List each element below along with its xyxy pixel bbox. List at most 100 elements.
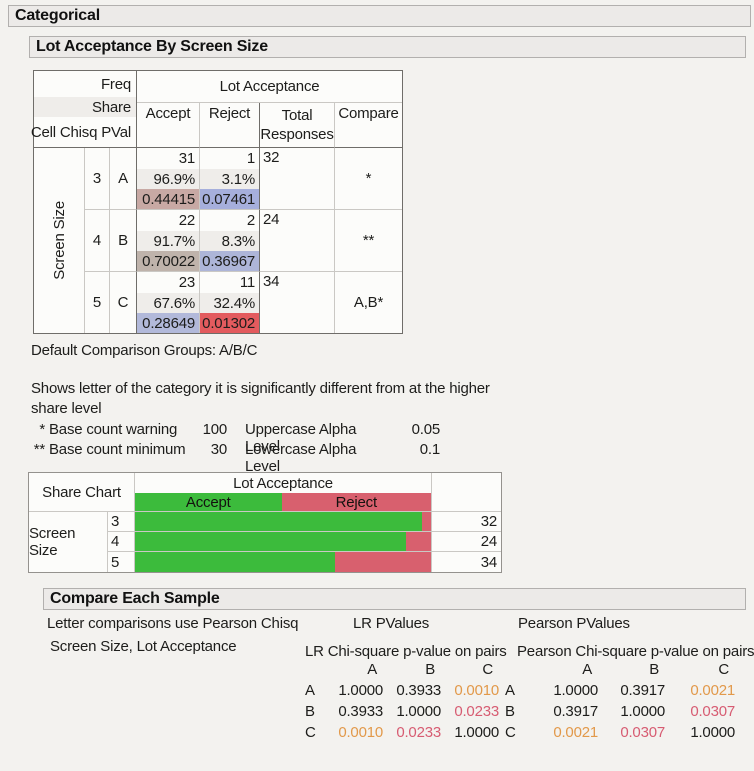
pearson-matrix-title: Pearson Chi-square p-value on pairs (517, 643, 754, 660)
legend-label: Uppercase Alpha Level (245, 421, 357, 455)
accept-pval: 0.70022 (137, 251, 200, 272)
share-bar-row (135, 532, 432, 552)
matrix-row-label: B (505, 703, 515, 720)
share-chart-corner-cell (432, 473, 501, 512)
stub-line-cell-chisq-pval: Cell Chisq PVal (30, 123, 131, 141)
outline-title: Lot Acceptance By Screen Size (36, 38, 268, 55)
reject-pval: 0.07461 (200, 189, 260, 210)
matrix-value-significant: 0.0307 (620, 724, 665, 741)
row-letter: C (110, 272, 137, 333)
reject-bar-segment (421, 512, 431, 531)
matrix-value-significant: 0.0021 (690, 682, 735, 699)
compare-flag: * (335, 148, 402, 210)
legend-label: Base count warning (49, 421, 178, 438)
share-row-total: 32 (432, 512, 501, 532)
share-bar-row (135, 552, 432, 572)
share-row-level: 4 (108, 532, 135, 552)
matrix-value: 0.3917 (553, 703, 598, 720)
matrix-col-header: A (582, 661, 592, 678)
matrix-value: 1.0000 (338, 682, 383, 699)
reject-freq: 11 (200, 272, 260, 293)
compare-flag: A,B* (353, 294, 384, 311)
row-letter: B (110, 210, 137, 272)
accept-share: 91.7% (137, 231, 200, 251)
reject-bar-segment (335, 552, 431, 572)
matrix-value-significant: 0.0233 (454, 703, 499, 720)
matrix-row-label: C (305, 724, 316, 741)
compare-flag: ** (335, 210, 402, 272)
lr-pvalues-header: LR PValues (353, 615, 430, 632)
accept-pval: 0.44415 (137, 189, 200, 210)
reject-pval: 0.36967 (200, 251, 260, 272)
reject-share: 3.1% (200, 169, 260, 189)
legend-star: ** (33, 441, 45, 458)
accept-freq: 31 (137, 148, 200, 169)
legend-reject-label: Reject (335, 493, 378, 511)
legend-value: 0.1 (419, 441, 440, 458)
legend-value: 30 (210, 441, 227, 458)
share-bar-row (135, 512, 432, 532)
pearson-pvalues-header: Pearson PValues (518, 615, 630, 632)
stub-line-share: Share (34, 97, 136, 117)
accept-bar-segment (135, 532, 407, 551)
legend-reject-swatch: Reject (281, 493, 431, 511)
matrix-value-significant: 0.0307 (690, 703, 735, 720)
matrix-corner (505, 661, 522, 682)
reject-pval: 0.01302 (200, 313, 260, 333)
matrix-value: 0.3933 (396, 682, 441, 699)
col-header-total-responses: Total Responses (260, 103, 335, 148)
matrix-value: 1.0000 (454, 724, 499, 741)
reject-share: 32.4% (200, 293, 260, 313)
row-level: 3 (85, 148, 110, 210)
share-chart-table: Share Chart Lot Acceptance Accept Reject… (28, 472, 502, 573)
matrix-col-header: B (649, 661, 659, 678)
accept-share: 67.6% (137, 293, 200, 313)
group-header-lot-acceptance: Lot Acceptance (137, 71, 402, 103)
outline-header-lot-acceptance-by-screen-size[interactable]: Lot Acceptance By Screen Size (29, 36, 746, 58)
total-responses: 34 (260, 272, 335, 333)
col-header-compare: Compare (335, 103, 402, 148)
matrix-col-header: C (718, 661, 729, 678)
legend-label: Base count minimum (49, 441, 186, 458)
outline-header-categorical[interactable]: Categorical (8, 5, 751, 27)
share-chart-row-axis: Screen Size (29, 512, 108, 572)
col-header-accept: Accept (137, 103, 200, 148)
total-responses: 24 (260, 210, 335, 272)
matrix-col-header: C (482, 661, 493, 678)
row-level: 4 (85, 210, 110, 272)
accept-freq: 22 (137, 210, 200, 231)
share-chart-group-header: Lot Acceptance (135, 473, 432, 493)
share-row-total: 34 (480, 553, 497, 571)
share-chart-title: Share Chart (29, 473, 135, 512)
freq-share-chisq-table: Freq Share Cell Chisq PVal Lot Acceptanc… (30, 70, 403, 334)
row-axis-label: Screen Size (34, 148, 85, 333)
outline-title: Categorical (15, 7, 100, 24)
matrix-value: 0.3917 (620, 682, 665, 699)
shows-letter-note-line2: share level (31, 400, 102, 417)
pearson-pvalue-matrix: A B C A 1.0000 0.3917 0.0021 B 0.3917 1.… (505, 661, 737, 745)
reject-bar-segment (406, 532, 431, 551)
lr-pvalue-matrix: A B C A 1.0000 0.3933 0.0010 B 0.3933 1.… (305, 661, 501, 745)
matrix-row-label: A (305, 682, 315, 699)
outline-title: Compare Each Sample (50, 590, 220, 607)
legend-accept-swatch: Accept (135, 493, 282, 511)
reject-freq: 2 (200, 210, 260, 231)
matrix-value-significant: 0.0233 (396, 724, 441, 741)
matrix-value-significant: 0.0010 (454, 682, 499, 699)
legend-value: 100 (202, 421, 228, 438)
base-count-alpha-legend: * Base count warning 100 Uppercase Alpha… (33, 421, 440, 475)
legend-accept-label: Accept (185, 493, 231, 511)
reject-share: 8.3% (200, 231, 260, 251)
accept-bar-segment (135, 512, 422, 531)
outline-header-compare-each-sample[interactable]: Compare Each Sample (43, 588, 746, 610)
lr-matrix-title: LR Chi-square p-value on pairs (305, 643, 507, 660)
matrix-value-significant: 0.0021 (553, 724, 598, 741)
matrix-value: 1.0000 (553, 682, 598, 699)
accept-share: 96.9% (137, 169, 200, 189)
reject-freq: 1 (200, 148, 260, 169)
accept-bar-segment (135, 552, 336, 572)
stub-line-freq: Freq (100, 75, 131, 93)
matrix-value-significant: 0.0010 (338, 724, 383, 741)
share-row-level: 3 (108, 512, 135, 532)
